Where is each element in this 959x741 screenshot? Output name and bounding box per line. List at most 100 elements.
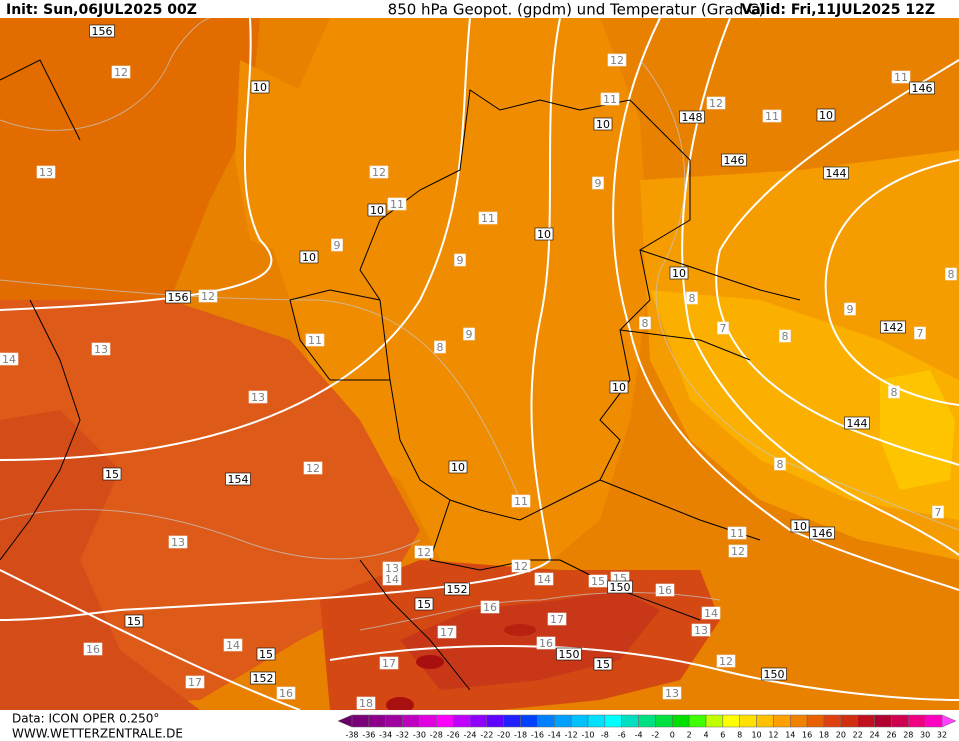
temperature-label: 11 (308, 334, 322, 347)
temperature-label: 13 (251, 391, 265, 404)
temperature-label: 9 (595, 177, 602, 190)
colorbar-label: -28 (430, 731, 443, 740)
colorbar-swatch (924, 714, 943, 728)
colorbar-arrow-left (337, 714, 353, 728)
geopotential-label-box (679, 110, 705, 124)
data-source: Data: ICON OPER 0.250° (12, 712, 159, 726)
temperature-label-box (369, 165, 389, 179)
temperature-label: 12 (306, 462, 320, 475)
colorbar-swatch (790, 714, 808, 728)
map-title: 850 hPa Geopot. (gpdm) und Temperatur (G… (388, 1, 765, 19)
colorbar-label: 14 (785, 731, 795, 740)
valid-time: Valid: Fri,11JUL2025 12Z (741, 2, 935, 18)
temperature-label: 12 (731, 545, 745, 558)
colorbar-label: -4 (635, 731, 643, 740)
temperature-label: 16 (279, 687, 293, 700)
temperature-label-box (387, 197, 407, 211)
geopotential-label-box (556, 647, 582, 661)
colorbar-swatch (436, 714, 454, 728)
temperature-label-box (728, 544, 748, 558)
geopotential-label: 144 (826, 167, 847, 180)
colorbar-swatch (638, 714, 656, 728)
temperature-label: 16 (658, 584, 672, 597)
temperature-label: 9 (466, 328, 473, 341)
geopotential-label-box (250, 671, 276, 685)
temperature-label-box (914, 326, 926, 340)
temperature-label-box (331, 238, 343, 252)
geopotential-label-box (593, 117, 613, 131)
colorbar-swatch (806, 714, 825, 728)
temperature-label: 11 (765, 110, 779, 123)
temperature-label: 13 (39, 166, 53, 179)
temperature-label: 12 (417, 546, 431, 559)
colorbar-label: 10 (751, 731, 761, 740)
colorbar-label: -38 (345, 731, 358, 740)
temperature-label: 8 (891, 386, 898, 399)
temperature-label-box (774, 457, 786, 471)
geopotential-label: 156 (168, 291, 189, 304)
colorbar-label: 0 (670, 731, 675, 740)
temperature-label-box (91, 342, 111, 356)
temperature-label-box (356, 696, 376, 710)
geopotential-label: 10 (451, 461, 465, 474)
geopotential-label-box (256, 647, 276, 661)
temperature-label-box (844, 302, 856, 316)
temperature-label: 9 (334, 239, 341, 252)
colorbar-label: 22 (853, 731, 863, 740)
colorbar-label: -18 (514, 731, 527, 740)
colorbar-swatch (503, 714, 521, 728)
temperature-label: 14 (226, 639, 240, 652)
temperature-label: 13 (694, 624, 708, 637)
temperature-label-box (534, 572, 554, 586)
colorbar-label: -34 (379, 731, 392, 740)
website: WWW.WETTERZENTRALE.DE (12, 727, 183, 741)
temperature-label: 14 (704, 607, 718, 620)
temperature-label-box (511, 494, 531, 508)
temperature-label: 12 (114, 66, 128, 79)
colorbar-label: -8 (601, 731, 609, 740)
geopotential-label-box (367, 203, 387, 217)
geopotential-label-box (844, 416, 870, 430)
temperature-label-box (480, 600, 500, 614)
colorbar-label: 16 (802, 731, 812, 740)
geopotential-label-box (102, 467, 122, 481)
temperature-label: 8 (777, 458, 784, 471)
temperature-label: 12 (372, 166, 386, 179)
temperature-label: 7 (935, 506, 942, 519)
geopotential-label-box (124, 614, 144, 628)
temperature-label-box (536, 636, 556, 650)
temperature-label: 9 (457, 254, 464, 267)
geopotential-label-box (909, 81, 935, 95)
geopotential-label: 146 (724, 154, 745, 167)
temperature-label-box (717, 321, 729, 335)
temperature-label-box (434, 340, 446, 354)
temperature-label-box (303, 461, 323, 475)
temperature-label-box (547, 612, 567, 626)
colorbar-swatch (486, 714, 504, 728)
temperature-label-box (478, 211, 498, 225)
geopotential-label: 10 (819, 109, 833, 122)
geopotential-label-box (669, 266, 689, 280)
temperature-label-box (414, 545, 434, 559)
geopotential-label-box (534, 227, 554, 241)
geopotential-label: 150 (559, 648, 580, 661)
colorbar-swatch (672, 714, 690, 728)
geopotential-label-box (444, 582, 470, 596)
temperature-label: 12 (709, 97, 723, 110)
temperature-label-box (888, 385, 900, 399)
geopotential-label-box (761, 667, 787, 681)
geopotential-label-box (823, 166, 849, 180)
geopotential-label-box (299, 250, 319, 264)
geopotential-label: 15 (596, 658, 610, 671)
colorbar-label: -20 (497, 731, 510, 740)
colorbar-swatch (773, 714, 791, 728)
temperature-label-box (511, 559, 531, 573)
temperature-label-box (662, 686, 682, 700)
temperature-label: 16 (86, 643, 100, 656)
colorbar-swatch (874, 714, 892, 728)
temperature-label-box (607, 53, 627, 67)
colorbar-swatch (655, 714, 673, 728)
colorbar-label: -6 (618, 731, 626, 740)
